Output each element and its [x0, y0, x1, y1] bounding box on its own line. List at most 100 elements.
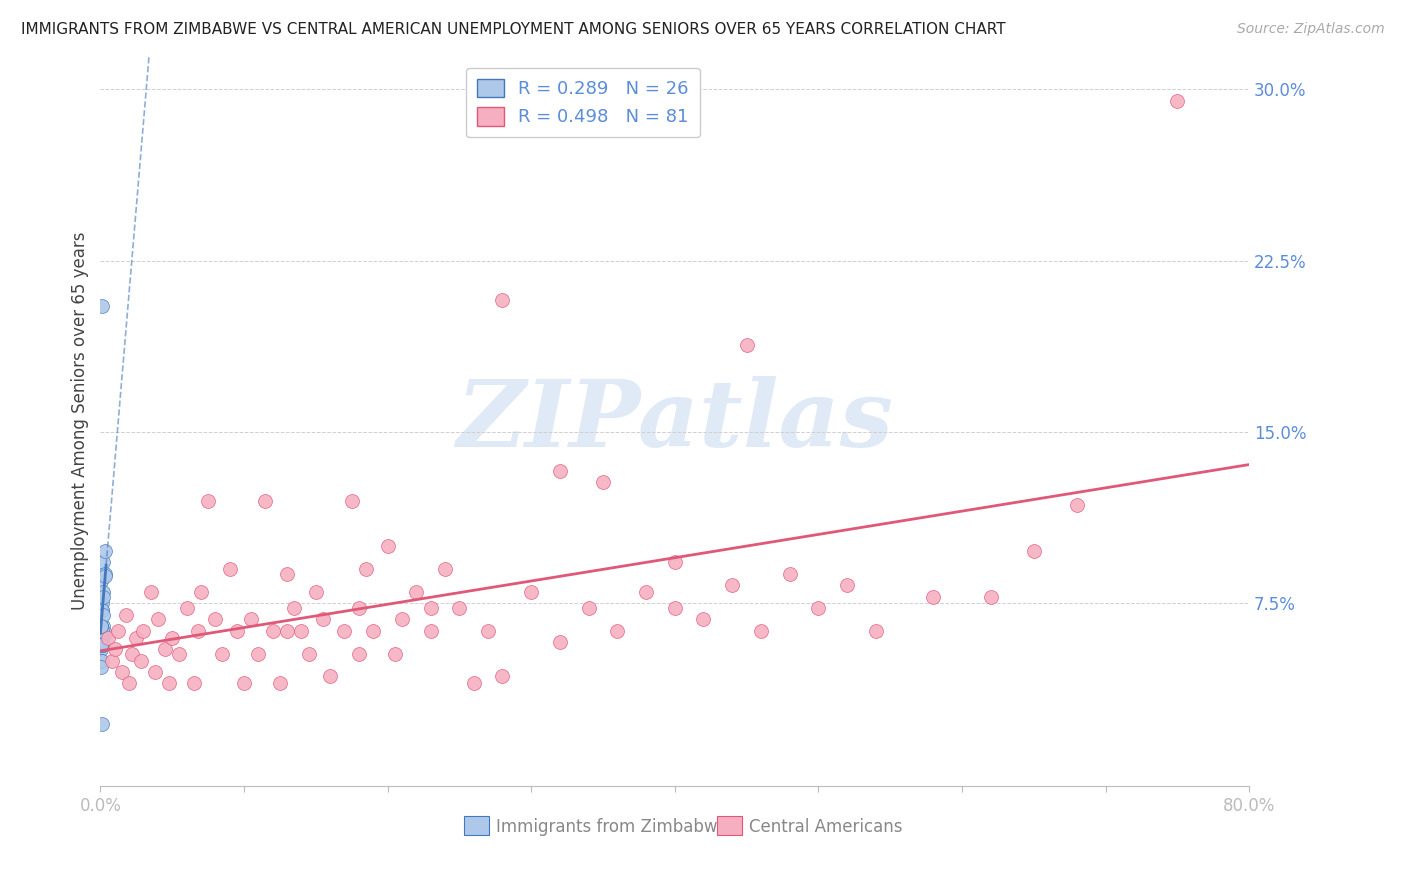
Point — [90, 624, 112, 638]
Point — [96, 631, 118, 645]
Point — [463, 676, 485, 690]
Point — [157, 676, 180, 690]
Point — [347, 647, 370, 661]
Point — [91, 555, 114, 569]
Point — [290, 624, 312, 638]
Point — [115, 607, 138, 622]
Point — [980, 590, 1002, 604]
Point — [129, 653, 152, 667]
Point — [319, 669, 342, 683]
Point — [305, 585, 328, 599]
Point — [333, 624, 356, 638]
Point — [664, 601, 686, 615]
Point — [125, 631, 148, 645]
Point — [1066, 498, 1088, 512]
Point — [187, 624, 209, 638]
Point — [664, 555, 686, 569]
Point — [91, 590, 114, 604]
Point — [90, 631, 112, 645]
Point — [276, 624, 298, 638]
Point — [578, 601, 600, 615]
Point — [592, 475, 614, 490]
Point — [721, 578, 744, 592]
Point — [548, 464, 571, 478]
Point — [90, 619, 112, 633]
Point — [749, 624, 772, 638]
Point — [107, 624, 129, 638]
Point — [283, 601, 305, 615]
Point — [1166, 94, 1188, 108]
Point — [90, 619, 112, 633]
Point — [101, 653, 124, 667]
Point — [90, 596, 112, 610]
Point — [90, 653, 112, 667]
Point — [391, 612, 413, 626]
Point — [491, 293, 513, 307]
Point — [807, 601, 830, 615]
Point — [240, 612, 263, 626]
Y-axis label: Unemployment Among Seniors over 65 years: Unemployment Among Seniors over 65 years — [72, 231, 89, 610]
Point — [405, 585, 427, 599]
Point — [449, 601, 471, 615]
Point — [922, 590, 945, 604]
Point — [90, 638, 112, 652]
Point — [132, 624, 155, 638]
Point — [197, 493, 219, 508]
Text: Source: ZipAtlas.com: Source: ZipAtlas.com — [1237, 22, 1385, 37]
Point — [361, 624, 384, 638]
Point — [90, 660, 112, 674]
Point — [90, 653, 112, 667]
Point — [183, 676, 205, 690]
Text: Immigrants from Zimbabwe: Immigrants from Zimbabwe — [496, 818, 728, 836]
Point — [90, 717, 112, 731]
Point — [90, 642, 112, 657]
Point — [121, 647, 143, 661]
Point — [354, 562, 377, 576]
Point — [118, 676, 141, 690]
Point — [419, 601, 441, 615]
Point — [143, 665, 166, 679]
Text: Central Americans: Central Americans — [749, 818, 903, 836]
Point — [377, 539, 399, 553]
Point — [104, 642, 127, 657]
Point — [90, 300, 112, 314]
Point — [254, 493, 277, 508]
Point — [91, 607, 114, 622]
Point — [276, 566, 298, 581]
Point — [218, 562, 240, 576]
Point — [169, 647, 191, 661]
Point — [225, 624, 247, 638]
Point — [93, 566, 115, 581]
Point — [384, 647, 406, 661]
Point — [90, 638, 112, 652]
Point — [865, 624, 887, 638]
Point — [548, 635, 571, 649]
Point — [735, 338, 758, 352]
Point — [93, 544, 115, 558]
Point — [93, 626, 115, 640]
Point — [90, 574, 112, 588]
Point — [312, 612, 335, 626]
Point — [90, 603, 112, 617]
Point — [634, 585, 657, 599]
Point — [340, 493, 363, 508]
Point — [247, 647, 270, 661]
Point — [419, 624, 441, 638]
Point — [93, 569, 115, 583]
Point — [139, 585, 162, 599]
Point — [233, 676, 256, 690]
Point — [491, 669, 513, 683]
Point — [146, 612, 169, 626]
Point — [91, 638, 114, 652]
Point — [477, 624, 499, 638]
Point — [204, 612, 226, 626]
Point — [606, 624, 628, 638]
Point — [91, 585, 114, 599]
Point — [111, 665, 134, 679]
Point — [176, 601, 198, 615]
Point — [160, 631, 183, 645]
Point — [692, 612, 714, 626]
Point — [190, 585, 212, 599]
Point — [1022, 544, 1045, 558]
Point — [262, 624, 284, 638]
